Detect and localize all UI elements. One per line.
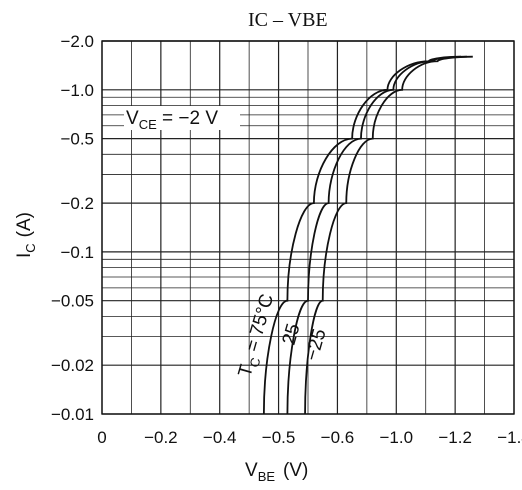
- x-tick-label: 0: [97, 428, 106, 447]
- x-axis-label: VBE (V): [245, 460, 308, 484]
- vce-annotation: VCE = −2 V: [126, 108, 218, 132]
- grid: [101, 40, 515, 415]
- x-tick-label: −1.4: [497, 428, 522, 447]
- series-line-1: [262, 55, 462, 415]
- y-tick-label: −0.01: [51, 405, 94, 424]
- x-tick-labels: 0 −0.2 −0.4 −0.5 −0.6 −1.0 −1.2 −1.4: [97, 428, 522, 447]
- y-tick-label: −2.0: [60, 32, 94, 51]
- y-tick-labels: −2.0 −1.0 −0.5 −0.2 −0.1 −0.05 −0.02 −0.01: [51, 32, 94, 424]
- y-tick-label: −0.02: [51, 356, 94, 375]
- y-axis-label: IC(A): [14, 212, 38, 258]
- curve-label: 25: [279, 321, 305, 347]
- curve-labels: 25−25: [279, 321, 331, 363]
- x-tick-label: −0.2: [144, 428, 178, 447]
- x-tick-label: −0.4: [203, 428, 237, 447]
- y-tick-label: −0.5: [60, 130, 94, 149]
- y-tick-label: −0.1: [60, 243, 94, 262]
- y-tick-label: −1.0: [60, 81, 94, 100]
- x-tick-label: −0.5: [262, 428, 296, 447]
- series-line-3: [304, 55, 473, 415]
- chart-title: IC – VBE: [248, 9, 328, 31]
- vce-annotation-bg: [124, 106, 240, 130]
- tc-annotation: TC = 75°C: [235, 292, 282, 380]
- x-tick-label: −1.2: [438, 428, 472, 447]
- plot-frame: [101, 40, 515, 415]
- y-tick-label: −0.05: [51, 292, 94, 311]
- curve-label: −25: [302, 327, 331, 364]
- curves: [262, 55, 473, 415]
- y-tick-label: −0.2: [60, 194, 94, 213]
- x-tick-label: −0.6: [321, 428, 355, 447]
- x-tick-label: −1.0: [380, 428, 414, 447]
- series-line-2: [286, 55, 467, 415]
